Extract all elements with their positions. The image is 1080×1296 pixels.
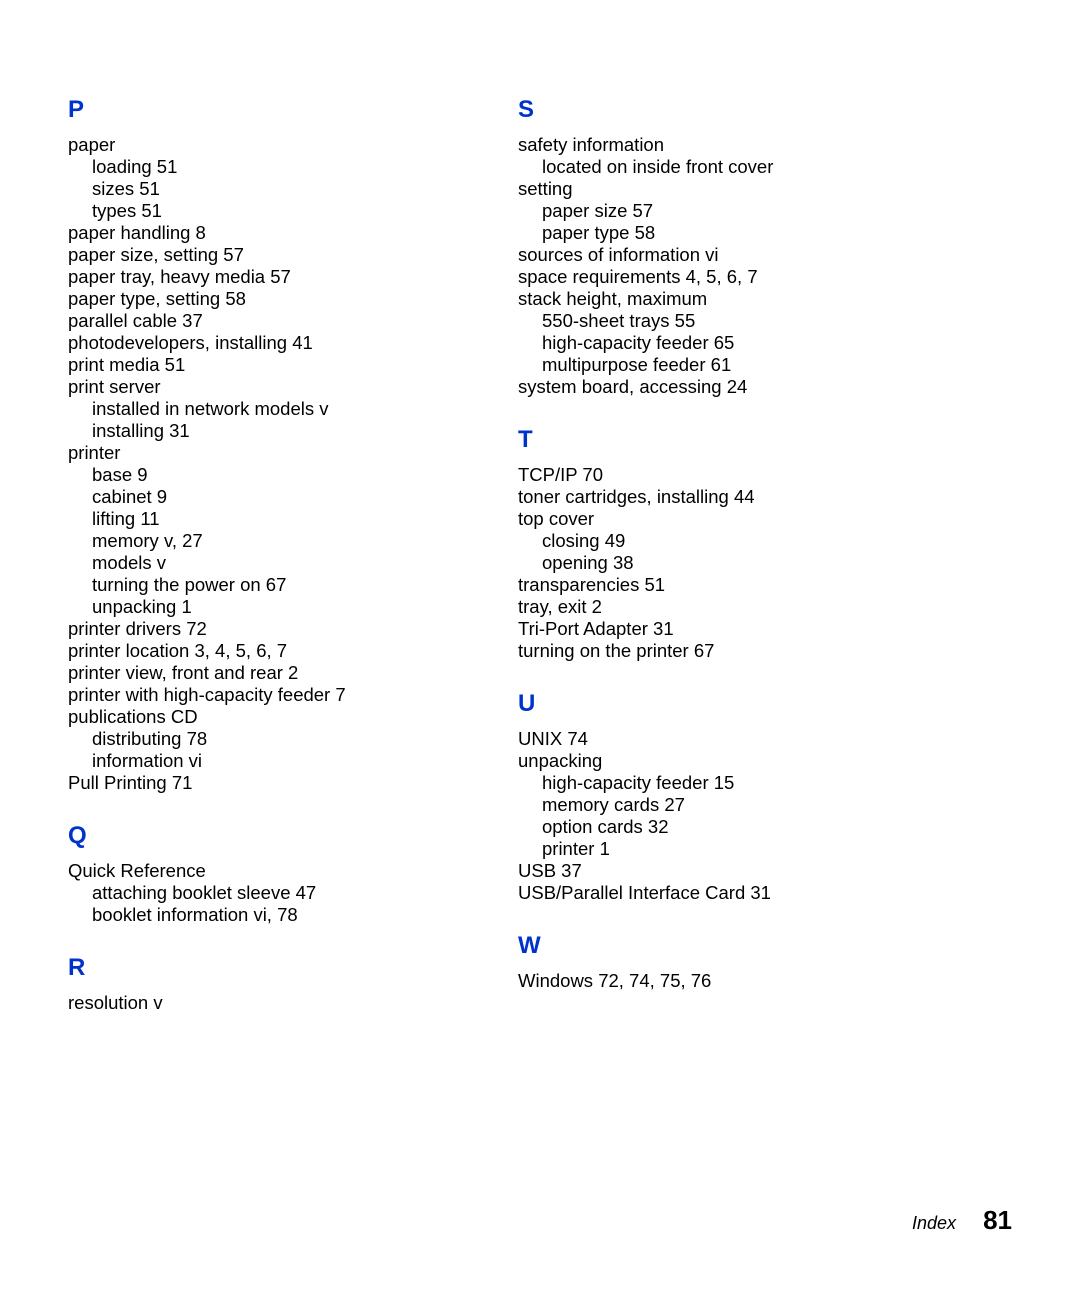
index-entry: paper (68, 134, 518, 156)
index-left-column: Ppaperloading 51sizes 51types 51paper ha… (68, 96, 518, 1014)
index-subentry: multipurpose feeder 61 (518, 354, 968, 376)
index-entry: safety information (518, 134, 968, 156)
index-entry: printer view, front and rear 2 (68, 662, 518, 684)
index-entry: paper tray, heavy media 57 (68, 266, 518, 288)
index-section-letter: P (68, 96, 518, 124)
index-entry: printer drivers 72 (68, 618, 518, 640)
index-entry: resolution v (68, 992, 518, 1014)
page-footer: Index 81 (912, 1205, 1012, 1236)
index-entry: system board, accessing 24 (518, 376, 968, 398)
index-entry: Tri-Port Adapter 31 (518, 618, 968, 640)
index-subentry: base 9 (68, 464, 518, 486)
index-section-letter: W (518, 932, 968, 960)
index-entry: USB/Parallel Interface Card 31 (518, 882, 968, 904)
index-section-letter: Q (68, 822, 518, 850)
index-subentry: types 51 (68, 200, 518, 222)
index-entry: Quick Reference (68, 860, 518, 882)
index-subentry: paper size 57 (518, 200, 968, 222)
index-entry: unpacking (518, 750, 968, 772)
index-subentry: distributing 78 (68, 728, 518, 750)
index-subentry: installed in network models v (68, 398, 518, 420)
index-entry: TCP/IP 70 (518, 464, 968, 486)
index-subentry: cabinet 9 (68, 486, 518, 508)
index-entry: Pull Printing 71 (68, 772, 518, 794)
index-subentry: sizes 51 (68, 178, 518, 200)
index-subentry: lifting 11 (68, 508, 518, 530)
index-section-letter: U (518, 690, 968, 718)
index-section-letter: S (518, 96, 968, 124)
index-subentry: unpacking 1 (68, 596, 518, 618)
index-entry: parallel cable 37 (68, 310, 518, 332)
index-section-letter: R (68, 954, 518, 982)
index-subentry: attaching booklet sleeve 47 (68, 882, 518, 904)
index-subentry: memory cards 27 (518, 794, 968, 816)
index-subentry: high-capacity feeder 15 (518, 772, 968, 794)
index-entry: print server (68, 376, 518, 398)
index-entry: USB 37 (518, 860, 968, 882)
index-subentry: paper type 58 (518, 222, 968, 244)
index-subentry: turning the power on 67 (68, 574, 518, 596)
index-entry: printer location 3, 4, 5, 6, 7 (68, 640, 518, 662)
index-subentry: models v (68, 552, 518, 574)
index-subentry: closing 49 (518, 530, 968, 552)
index-entry: publications CD (68, 706, 518, 728)
index-subentry: booklet information vi, 78 (68, 904, 518, 926)
index-entry: space requirements 4, 5, 6, 7 (518, 266, 968, 288)
index-entry: sources of information vi (518, 244, 968, 266)
index-subentry: option cards 32 (518, 816, 968, 838)
index-subentry: located on inside front cover (518, 156, 968, 178)
index-subentry: installing 31 (68, 420, 518, 442)
index-entry: paper handling 8 (68, 222, 518, 244)
index-entry: print media 51 (68, 354, 518, 376)
index-subentry: printer 1 (518, 838, 968, 860)
index-entry: photodevelopers, installing 41 (68, 332, 518, 354)
index-entry: stack height, maximum (518, 288, 968, 310)
index-subentry: loading 51 (68, 156, 518, 178)
index-entry: Windows 72, 74, 75, 76 (518, 970, 968, 992)
index-page: Ppaperloading 51sizes 51types 51paper ha… (0, 0, 1080, 1014)
footer-page-number: 81 (983, 1205, 1012, 1235)
index-entry: printer with high-capacity feeder 7 (68, 684, 518, 706)
index-subentry: high-capacity feeder 65 (518, 332, 968, 354)
index-entry: UNIX 74 (518, 728, 968, 750)
index-entry: transparencies 51 (518, 574, 968, 596)
index-entry: paper type, setting 58 (68, 288, 518, 310)
index-entry: toner cartridges, installing 44 (518, 486, 968, 508)
index-right-column: Ssafety informationlocated on inside fro… (518, 96, 968, 1014)
index-subentry: opening 38 (518, 552, 968, 574)
index-entry: printer (68, 442, 518, 464)
index-subentry: information vi (68, 750, 518, 772)
index-subentry: 550-sheet trays 55 (518, 310, 968, 332)
index-entry: top cover (518, 508, 968, 530)
index-entry: paper size, setting 57 (68, 244, 518, 266)
index-section-letter: T (518, 426, 968, 454)
footer-label: Index (912, 1213, 956, 1233)
index-entry: setting (518, 178, 968, 200)
index-subentry: memory v, 27 (68, 530, 518, 552)
index-entry: tray, exit 2 (518, 596, 968, 618)
index-entry: turning on the printer 67 (518, 640, 968, 662)
